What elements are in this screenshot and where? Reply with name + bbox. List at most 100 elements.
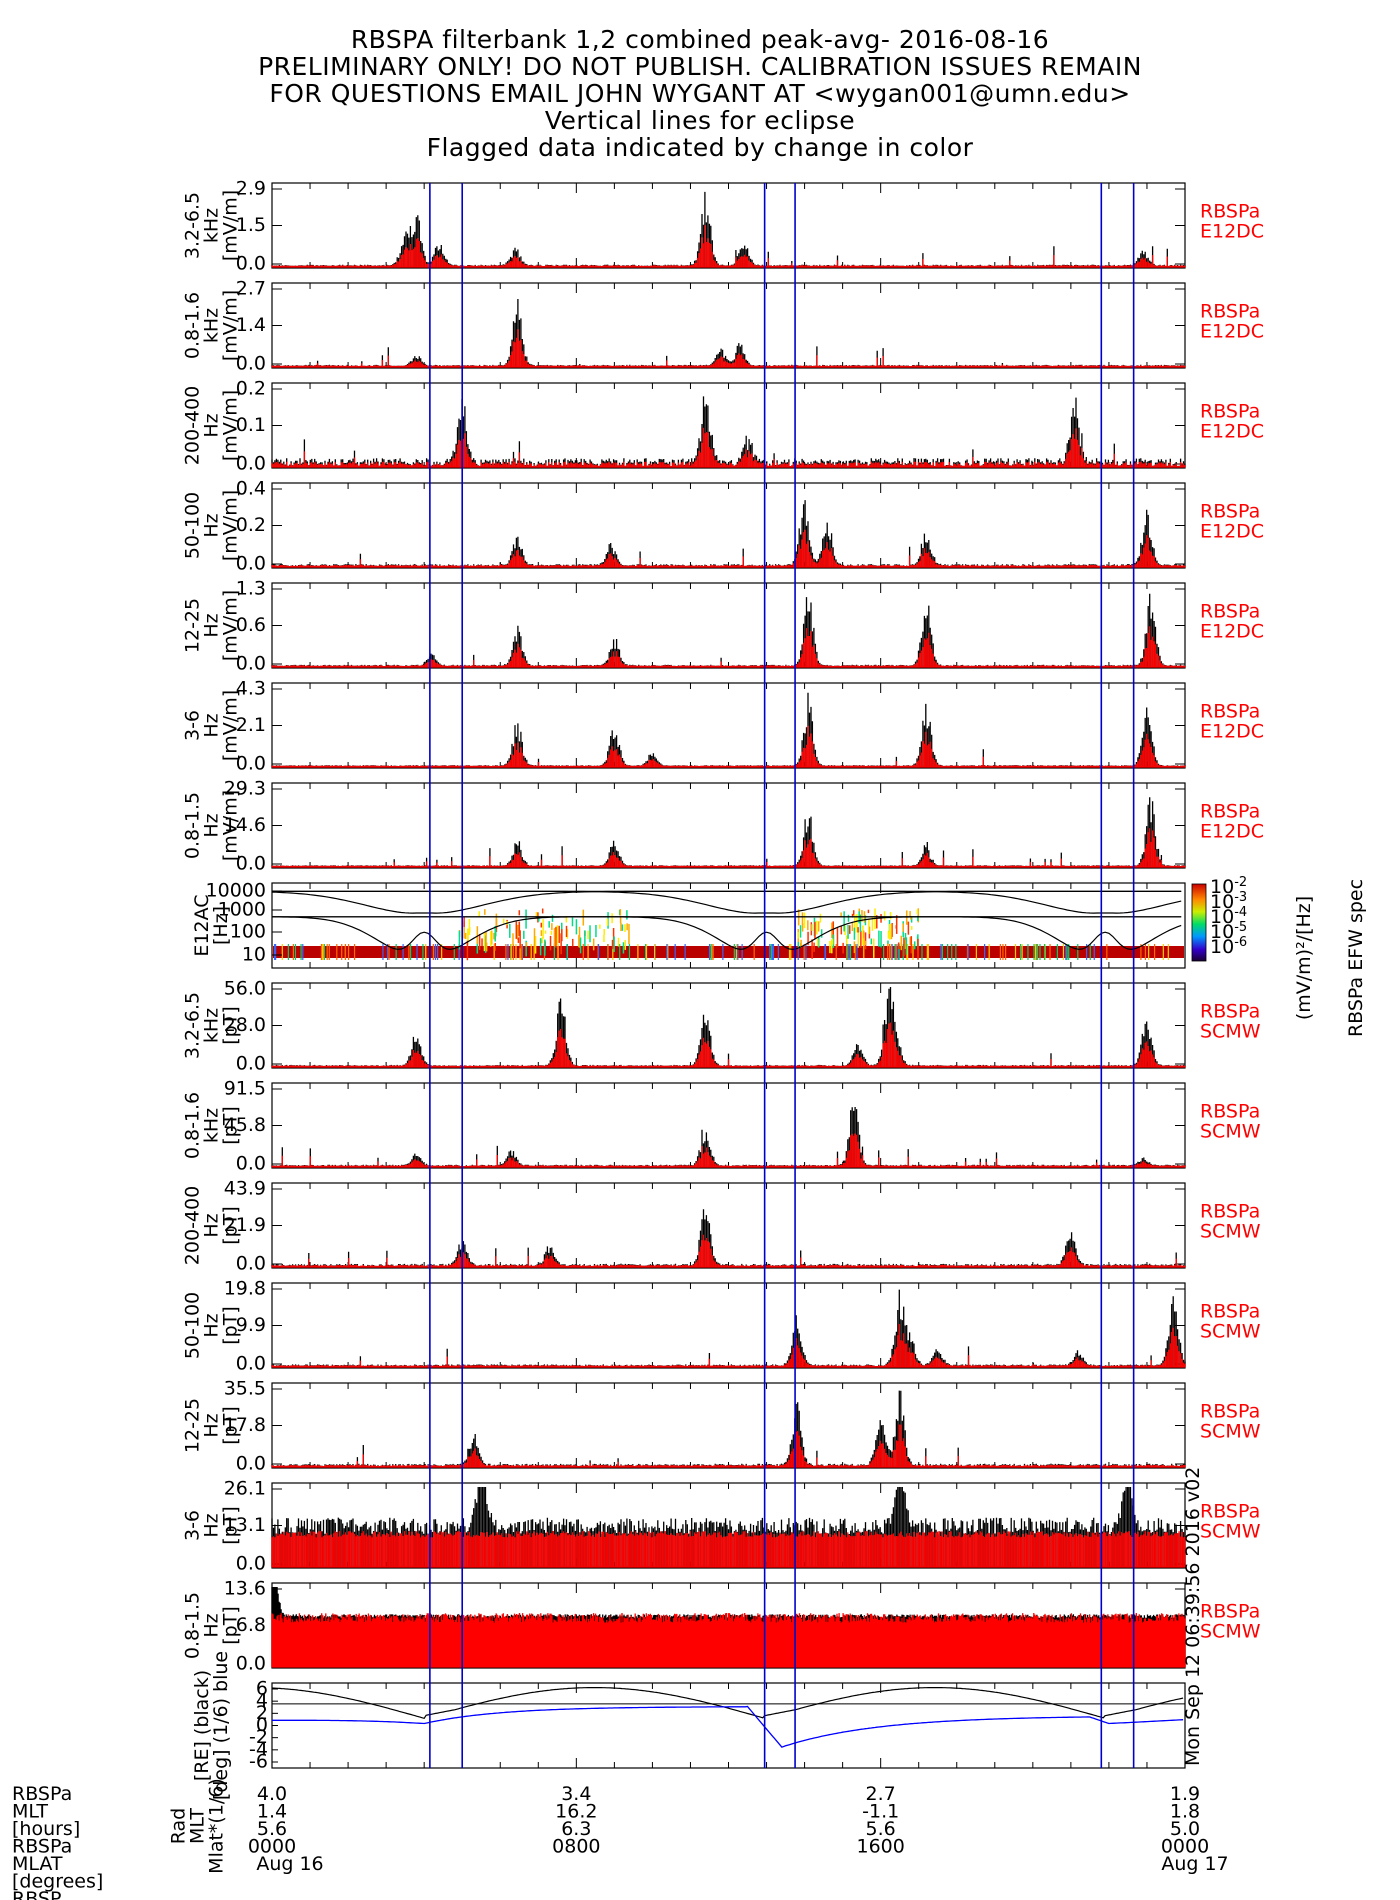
spec-burst	[829, 940, 831, 954]
spec-stripe	[1056, 944, 1058, 960]
spec-stripe	[741, 944, 743, 960]
spec-stripe	[854, 944, 856, 960]
spec-burst	[831, 938, 834, 945]
spec-burst	[619, 916, 622, 924]
spec-stripe	[753, 944, 755, 960]
spec-stripe	[619, 944, 621, 960]
radius-curve	[271, 1687, 1184, 1719]
y-tick-label: 2.1	[236, 714, 266, 736]
y-tick-label: 13.6	[224, 1578, 266, 1600]
spec-burst	[817, 921, 820, 932]
ephem-mlat: 6.3	[561, 1818, 591, 1840]
spec-burst	[555, 927, 557, 948]
avg-trace	[271, 1613, 1186, 1667]
colorbar-title: RBSPa EFW spec	[1345, 879, 1367, 1037]
y-tick-label: 0.0	[236, 1553, 266, 1575]
spec-burst	[611, 913, 613, 924]
spec-burst	[603, 934, 605, 942]
spec-burst	[571, 938, 574, 947]
spec-burst	[848, 925, 851, 934]
spec-burst	[816, 920, 818, 935]
y-tick-label: -4	[249, 1738, 268, 1760]
source-label: RBSPa	[1200, 1401, 1260, 1423]
spec-stripe	[1027, 944, 1029, 960]
avg-trace	[271, 1133, 1186, 1167]
spec-burst	[844, 925, 846, 936]
y-tick-label: 4	[256, 1690, 268, 1712]
spec-stripe	[1014, 944, 1017, 960]
source-label: RBSPa	[1200, 401, 1260, 423]
spec-stripe	[1039, 944, 1041, 960]
spec-burst	[857, 927, 859, 933]
spec-stripe	[667, 944, 669, 960]
spec-burst	[801, 912, 804, 925]
avg-trace	[271, 1324, 1186, 1367]
spec-stripe	[408, 944, 410, 960]
ylabel-line: Hz	[201, 413, 223, 437]
spec-stripe	[336, 944, 338, 960]
spec-burst	[813, 942, 815, 952]
spec-stripe	[326, 944, 328, 960]
spec-burst	[463, 916, 465, 927]
spec-burst	[484, 909, 486, 915]
spec-stripe	[607, 944, 609, 960]
ylabel-line: Hz	[201, 813, 223, 837]
panel-ylabel: [RE] (black)[deg] (1/6) blue	[191, 1651, 232, 1800]
spec-burst	[617, 937, 620, 947]
spec-stripe	[666, 944, 668, 960]
spec-burst	[481, 938, 483, 947]
spec-burst	[476, 926, 479, 944]
spec-burst	[621, 924, 624, 931]
spec-stripe	[824, 944, 826, 960]
ylabel-line: 3-6	[182, 1510, 204, 1541]
spec-stripe	[967, 944, 969, 960]
spec-burst	[853, 941, 856, 954]
ephemeris-plot	[271, 1687, 1185, 1748]
spec-burst	[544, 930, 547, 934]
y-tick-label: 0.2	[236, 514, 266, 536]
spec-burst	[817, 936, 820, 948]
spec-burst	[883, 911, 886, 921]
ephem-rad: 3.4	[561, 1783, 591, 1805]
spec-stripe	[274, 944, 276, 960]
spec-burst	[553, 928, 556, 947]
spec-stripe	[733, 944, 735, 960]
spec-stripe	[382, 944, 384, 960]
warning-line: PRELIMINARY ONLY! DO NOT PUBLISH. CALIBR…	[258, 52, 1142, 81]
spec-burst	[799, 925, 802, 938]
spec-burst	[483, 931, 486, 952]
spec-burst	[864, 940, 867, 946]
colorbar	[1191, 883, 1207, 962]
avg-trace	[271, 427, 1186, 467]
y-tick-label: 17.8	[224, 1414, 266, 1436]
spec-stripe	[1089, 944, 1091, 960]
spec-stripe	[708, 944, 711, 960]
y-tick-label: 0.0	[236, 753, 266, 775]
eclipse-lines	[429, 183, 1135, 1768]
spec-burst	[518, 924, 521, 934]
spec-stripe	[897, 944, 899, 960]
spec-burst	[816, 938, 819, 947]
colorbar-tick-label: 10-3	[1210, 890, 1247, 913]
spec-stripe	[300, 944, 302, 960]
ylabel-line: [deg] (1/6) blue	[210, 1651, 232, 1800]
colorbar-tick-label: 10-5	[1210, 920, 1247, 943]
y-tick-label: 26.1	[224, 1478, 266, 1500]
y-tick-label: 100	[230, 921, 266, 943]
spec-stripe	[515, 944, 517, 960]
spec-stripe	[302, 944, 304, 960]
spec-burst	[811, 924, 813, 931]
ylabel-line: 3-6	[182, 710, 204, 741]
spec-burst	[525, 940, 527, 957]
source-label: E12DC	[1200, 221, 1264, 243]
spec-stripe	[416, 944, 418, 960]
spec-stripe	[1153, 944, 1156, 960]
ylabel-line: 3.2-6.5	[182, 992, 204, 1059]
